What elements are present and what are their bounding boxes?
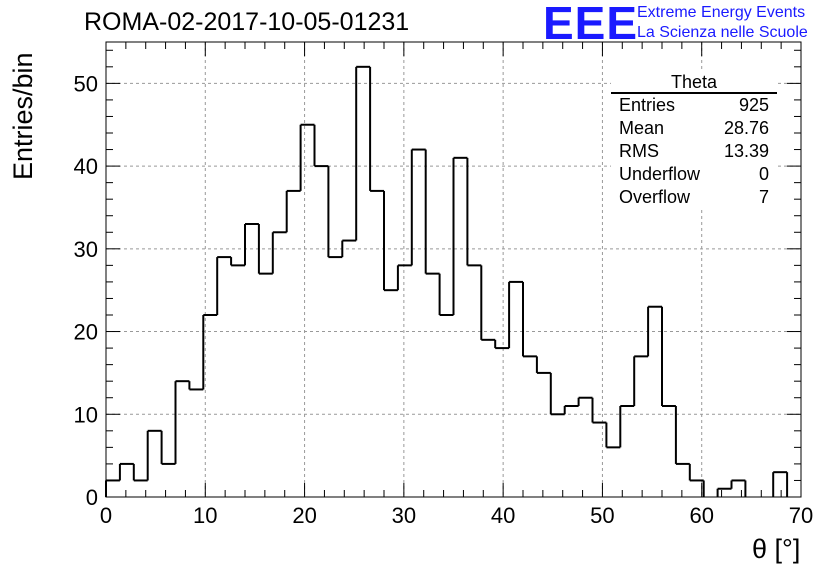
chart-title: ROMA-02-2017-10-05-01231 [84,8,410,36]
stats-box: Theta Entries 925 Mean 28.76 RMS 13.39 U… [611,72,777,209]
stats-row-mean: Mean 28.76 [611,117,777,140]
stats-value: 28.76 [723,118,769,138]
logo-caption-line2: La Scienza nelle Scuole [637,24,808,41]
x-tick-label: 60 [689,503,713,528]
x-tick-label: 30 [392,503,416,528]
stats-row-rms: RMS 13.39 [611,140,777,163]
y-tick-label: 30 [74,237,98,262]
plot-frame [105,41,802,498]
x-axis-label: θ [°] [752,534,801,564]
stats-value: 7 [758,187,769,207]
stats-row-entries: Entries 925 [611,94,777,117]
stats-row-underflow: Underflow 0 [611,163,777,186]
y-tick-label: 50 [74,71,98,96]
y-tick-label: 0 [86,485,98,510]
eee-logo: EEE [543,0,639,49]
y-axis-label: Entries/bin [8,52,38,180]
x-tick-label: 20 [292,503,316,528]
stats-value: 925 [738,95,769,115]
y-tick-label: 40 [74,154,98,179]
x-tick-label: 50 [590,503,614,528]
x-tick-label: 70 [789,503,813,528]
stats-value: 13.39 [723,141,769,161]
stats-label: Mean [619,118,665,138]
stats-row-overflow: Overflow 7 [611,186,777,209]
stats-label: Entries [619,95,676,115]
stats-title: Theta [611,72,777,94]
logo-caption-line1: Extreme Energy Events [637,4,806,21]
y-tick-label: 10 [74,402,98,427]
stats-label: Overflow [619,187,691,207]
y-tick-label: 20 [74,320,98,345]
x-tick-label: 10 [193,503,217,528]
stats-label: Underflow [619,164,701,184]
x-tick-label: 40 [491,503,515,528]
stats-value: 0 [758,164,769,184]
x-tick-label: 0 [100,503,112,528]
stats-label: RMS [619,141,659,161]
